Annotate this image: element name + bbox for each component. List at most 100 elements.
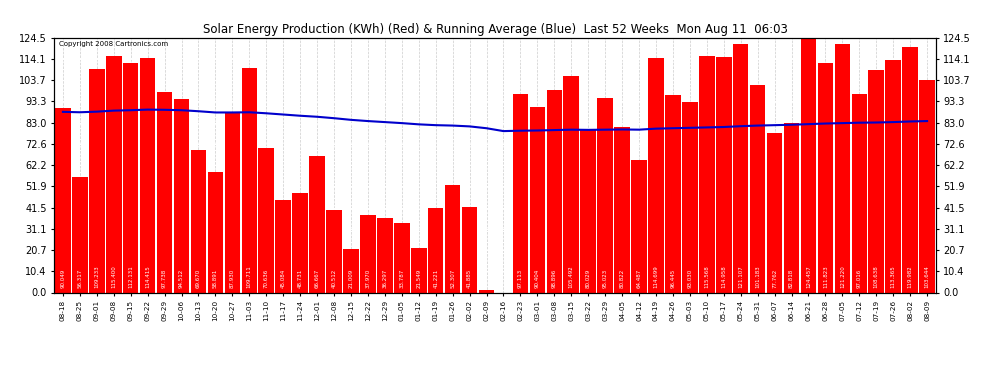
- Text: 97.738: 97.738: [162, 269, 167, 288]
- Bar: [377, 218, 393, 292]
- Bar: [868, 70, 884, 292]
- Text: 64.487: 64.487: [637, 269, 642, 288]
- Bar: [513, 94, 529, 292]
- Bar: [784, 123, 799, 292]
- Text: 96.445: 96.445: [670, 269, 675, 288]
- Text: 115.400: 115.400: [111, 266, 116, 288]
- Bar: [479, 290, 494, 292]
- Text: 66.667: 66.667: [315, 269, 320, 288]
- Bar: [72, 177, 88, 292]
- Bar: [327, 210, 342, 292]
- Bar: [530, 107, 545, 292]
- Text: 41.221: 41.221: [434, 269, 439, 288]
- Text: 101.183: 101.183: [755, 266, 760, 288]
- Text: 37.970: 37.970: [365, 269, 370, 288]
- Bar: [394, 223, 410, 292]
- Text: 105.492: 105.492: [568, 266, 574, 288]
- Text: 94.512: 94.512: [179, 269, 184, 288]
- Text: 45.084: 45.084: [281, 269, 286, 288]
- Text: 109.711: 109.711: [247, 266, 251, 288]
- Text: 121.220: 121.220: [840, 266, 844, 288]
- Text: 70.636: 70.636: [263, 269, 268, 288]
- Text: 87.930: 87.930: [230, 269, 235, 288]
- Bar: [801, 38, 817, 292]
- Text: 124.457: 124.457: [806, 266, 811, 288]
- Bar: [242, 68, 257, 292]
- Bar: [835, 44, 850, 292]
- Text: 97.016: 97.016: [856, 269, 862, 288]
- Text: 114.699: 114.699: [653, 266, 658, 288]
- Bar: [920, 80, 935, 292]
- Bar: [106, 56, 122, 292]
- Bar: [292, 193, 308, 292]
- Text: 108.638: 108.638: [874, 266, 879, 288]
- Text: 82.818: 82.818: [789, 269, 794, 288]
- Bar: [632, 160, 646, 292]
- Text: 114.958: 114.958: [722, 266, 727, 288]
- Bar: [275, 200, 291, 292]
- Bar: [208, 172, 223, 292]
- Bar: [818, 63, 834, 292]
- Bar: [140, 58, 155, 292]
- Text: 52.307: 52.307: [450, 269, 455, 288]
- Bar: [749, 85, 765, 292]
- Bar: [648, 58, 663, 292]
- Bar: [767, 133, 782, 292]
- Text: 114.415: 114.415: [146, 266, 150, 288]
- Bar: [225, 112, 241, 292]
- Bar: [614, 127, 630, 292]
- Bar: [902, 47, 918, 292]
- Title: Solar Energy Production (KWh) (Red) & Running Average (Blue)  Last 52 Weeks  Mon: Solar Energy Production (KWh) (Red) & Ru…: [203, 23, 787, 36]
- Text: 90.049: 90.049: [60, 269, 65, 288]
- Text: 113.365: 113.365: [891, 266, 896, 288]
- Bar: [445, 185, 460, 292]
- Text: 115.568: 115.568: [704, 266, 709, 288]
- Bar: [191, 150, 206, 292]
- Text: 41.885: 41.885: [467, 269, 472, 288]
- Text: 93.030: 93.030: [687, 269, 692, 288]
- Bar: [173, 99, 189, 292]
- Text: 97.113: 97.113: [518, 269, 523, 288]
- Bar: [360, 215, 376, 292]
- Bar: [716, 57, 732, 292]
- Text: 103.644: 103.644: [925, 266, 930, 288]
- Text: 21.009: 21.009: [348, 269, 353, 288]
- Text: 112.131: 112.131: [128, 266, 134, 288]
- Bar: [258, 148, 274, 292]
- Bar: [580, 129, 596, 292]
- Text: 48.731: 48.731: [298, 269, 303, 288]
- Bar: [851, 94, 867, 292]
- Bar: [733, 45, 748, 292]
- Bar: [597, 98, 613, 292]
- Text: 33.787: 33.787: [399, 269, 404, 288]
- Bar: [461, 207, 477, 292]
- Text: 77.762: 77.762: [772, 269, 777, 288]
- Text: 109.233: 109.233: [94, 266, 99, 288]
- Text: 69.670: 69.670: [196, 269, 201, 288]
- Text: 56.317: 56.317: [77, 269, 82, 288]
- Bar: [411, 248, 427, 292]
- Bar: [156, 92, 172, 292]
- Bar: [546, 90, 562, 292]
- Bar: [682, 102, 698, 292]
- Text: Copyright 2008 Cartronics.com: Copyright 2008 Cartronics.com: [58, 41, 168, 47]
- Bar: [885, 60, 901, 292]
- Text: 98.896: 98.896: [551, 269, 556, 288]
- Bar: [309, 156, 325, 292]
- Text: 58.891: 58.891: [213, 269, 218, 288]
- Bar: [123, 63, 139, 292]
- Text: 90.404: 90.404: [535, 269, 540, 288]
- Bar: [665, 95, 681, 292]
- Bar: [428, 208, 444, 292]
- Text: 21.549: 21.549: [416, 269, 422, 288]
- Bar: [55, 108, 70, 292]
- Text: 40.512: 40.512: [332, 269, 337, 288]
- Bar: [89, 69, 105, 292]
- Text: 80.822: 80.822: [620, 269, 625, 288]
- Text: 111.823: 111.823: [823, 266, 828, 288]
- Bar: [563, 76, 579, 292]
- Bar: [344, 249, 358, 292]
- Text: 95.023: 95.023: [603, 269, 608, 288]
- Text: 36.297: 36.297: [382, 269, 387, 288]
- Bar: [699, 56, 715, 292]
